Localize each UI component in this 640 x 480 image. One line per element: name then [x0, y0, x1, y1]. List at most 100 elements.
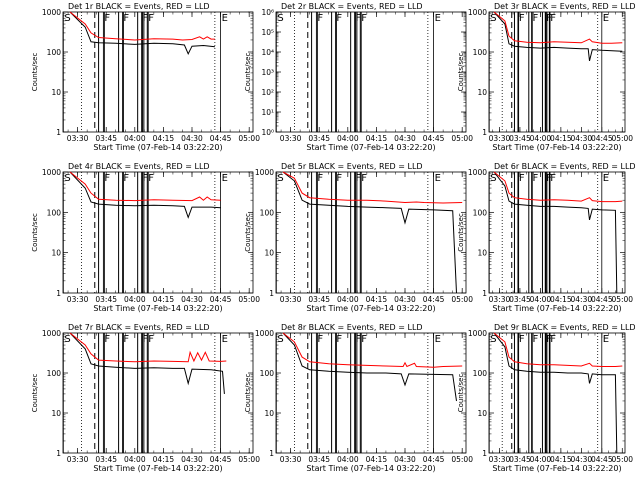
series-events-line	[69, 11, 215, 55]
panel-det-7r: Det 7r BLACK = Events, RED = LLD 1 10 100 10…	[31, 323, 260, 473]
x-tick-label: 04:15	[153, 455, 175, 464]
y-tick-label: 10³	[261, 68, 274, 77]
event-marker-label: F	[533, 13, 539, 24]
y-tick-label: 100	[47, 208, 62, 217]
y-axis-label: Counts/sec	[457, 53, 465, 92]
x-tick-label: 04:15	[550, 134, 572, 143]
plot-frame	[275, 171, 467, 294]
x-tick-label: 05:00	[238, 134, 260, 143]
series-lld-line	[69, 332, 227, 363]
panel-det-2r: Det 2r BLACK = Events, RED = LLD 10⁰ 10¹ 10…	[244, 2, 473, 152]
panel-det-6r: Det 6r BLACK = Events, RED = LLD 1 10 100 10…	[457, 162, 636, 313]
x-tick-label: 03:45	[308, 455, 330, 464]
series-events-line	[493, 11, 623, 62]
y-tick-label: 10	[51, 409, 61, 418]
x-axis-label: Start Time (07-Feb-14 03:22:20)	[492, 464, 621, 473]
y-tick-label: 1000	[468, 329, 487, 338]
x-tick-label: 03:45	[509, 455, 531, 464]
panel-title: Det 7r BLACK = Events, RED = LLD	[68, 323, 210, 332]
event-marker-label: F	[336, 334, 342, 345]
x-tick-label: 04:00	[530, 455, 552, 464]
x-tick-label: 04:00	[337, 295, 359, 304]
y-tick-label: 10	[477, 249, 487, 258]
y-tick-label: 1000	[42, 8, 61, 17]
x-tick-label: 04:15	[366, 455, 388, 464]
event-marker-label: F	[123, 173, 129, 184]
panel-title: Det 6r BLACK = Events, RED = LLD	[494, 162, 636, 171]
x-axis-label: Start Time (07-Feb-14 03:22:20)	[93, 304, 222, 313]
panel-title: Det 8r BLACK = Events, RED = LLD	[281, 323, 423, 332]
event-marker-label: F	[533, 173, 539, 184]
y-axis-label: Counts/sec	[457, 213, 465, 252]
y-tick-label: 1	[482, 289, 487, 298]
event-marker-label: F	[336, 173, 342, 184]
series-events-line	[69, 171, 221, 219]
y-tick-label: 10⁵	[261, 28, 274, 37]
y-tick-label: 100	[473, 369, 488, 378]
series-events-line	[493, 332, 618, 454]
y-axis-label: Counts/sec	[244, 53, 252, 92]
x-tick-label: 04:00	[530, 134, 552, 143]
event-marker-label: F	[355, 173, 361, 184]
x-tick-label: 05:00	[611, 134, 633, 143]
event-marker-label: S	[277, 13, 283, 24]
event-marker-label: F	[550, 334, 556, 345]
x-tick-label: 04:00	[337, 134, 359, 143]
x-axis-label: Start Time (07-Feb-14 03:22:20)	[306, 304, 435, 313]
y-axis-label: Counts/sec	[31, 53, 39, 92]
x-tick-label: 03:30	[280, 134, 302, 143]
y-tick-label: 10⁴	[261, 48, 274, 57]
x-tick-label: 04:30	[394, 134, 416, 143]
y-tick-label: 1000	[255, 168, 274, 177]
x-tick-label: 04:15	[366, 295, 388, 304]
series-events-line	[493, 171, 618, 294]
x-axis-label: Start Time (07-Feb-14 03:22:20)	[306, 143, 435, 152]
y-tick-label: 100	[47, 369, 62, 378]
event-marker-label: S	[490, 334, 496, 345]
series-events-line	[282, 171, 457, 294]
y-tick-label: 100	[260, 369, 275, 378]
event-marker-label: F	[361, 13, 367, 24]
y-tick-label: 1000	[42, 329, 61, 338]
x-tick-label: 05:00	[611, 295, 633, 304]
x-axis-label: Start Time (07-Feb-14 03:22:20)	[492, 304, 621, 313]
x-tick-label: 05:00	[238, 455, 260, 464]
y-tick-label: 1000	[468, 168, 487, 177]
series-lld-line	[282, 171, 463, 204]
x-axis-label: Start Time (07-Feb-14 03:22:20)	[492, 143, 621, 152]
y-tick-label: 10	[51, 88, 61, 97]
panel-det-9r: Det 9r BLACK = Events, RED = LLD 1 10 100 10…	[457, 323, 636, 473]
y-tick-label: 10	[477, 88, 487, 97]
x-tick-label: 03:30	[280, 295, 302, 304]
event-marker-label: E	[435, 173, 441, 184]
plot-frame	[275, 332, 467, 454]
x-tick-label: 03:30	[67, 134, 89, 143]
x-tick-label: 04:45	[591, 455, 613, 464]
x-axis-label: Start Time (07-Feb-14 03:22:20)	[93, 464, 222, 473]
series-lld-line	[493, 171, 623, 203]
x-tick-label: 04:45	[210, 295, 232, 304]
y-tick-label: 1	[56, 289, 61, 298]
y-tick-label: 10¹	[261, 108, 274, 117]
y-tick-label: 1	[269, 449, 274, 458]
panel-det-8r: Det 8r BLACK = Events, RED = LLD 1 10 100 10…	[244, 323, 473, 473]
y-axis-label: Counts/sec	[31, 374, 39, 413]
x-tick-label: 05:00	[238, 295, 260, 304]
x-tick-label: 03:30	[489, 295, 511, 304]
x-tick-label: 04:45	[423, 455, 445, 464]
x-tick-label: 04:00	[337, 455, 359, 464]
series-events-line	[282, 332, 457, 402]
x-tick-label: 03:30	[67, 295, 89, 304]
event-marker-label: E	[222, 13, 228, 24]
event-marker-label: F	[550, 173, 556, 184]
y-tick-label: 1	[269, 289, 274, 298]
series-events-line	[69, 332, 225, 394]
panel-title: Det 4r BLACK = Events, RED = LLD	[68, 162, 210, 171]
x-tick-label: 04:15	[550, 295, 572, 304]
event-marker-label: F	[550, 13, 556, 24]
x-tick-label: 04:45	[210, 134, 232, 143]
x-tick-label: 03:30	[280, 455, 302, 464]
x-tick-label: 03:45	[308, 134, 330, 143]
panel-title: Det 2r BLACK = Events, RED = LLD	[281, 2, 423, 11]
event-marker-label: F	[104, 173, 110, 184]
